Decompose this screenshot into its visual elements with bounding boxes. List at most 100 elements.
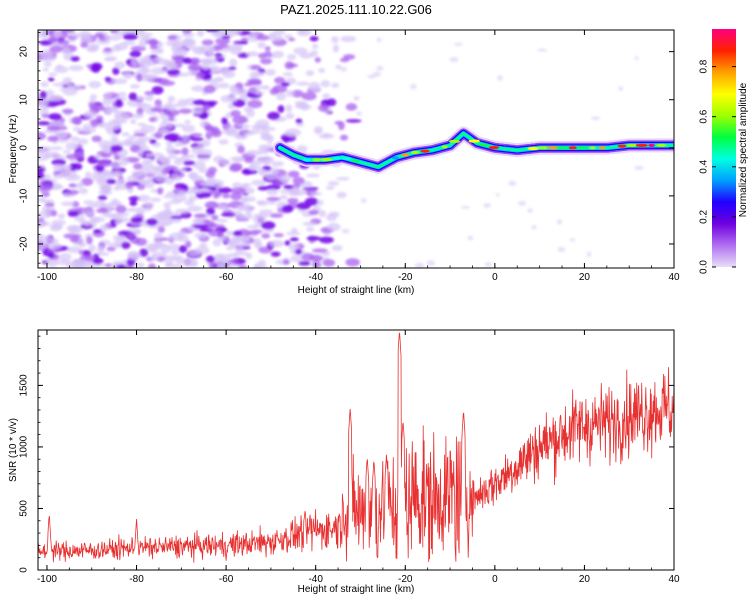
snr-y-tick-label: 500 xyxy=(19,500,30,517)
noise-blob xyxy=(38,121,51,126)
noise-blob xyxy=(154,232,163,240)
noise-blob xyxy=(176,172,185,178)
noise-blob xyxy=(40,235,52,243)
noise-blob xyxy=(205,255,215,263)
noise-blob xyxy=(125,207,141,212)
noise-blob xyxy=(260,58,273,65)
noise-blob xyxy=(62,77,73,82)
noise-blob xyxy=(168,218,182,224)
noise-blob xyxy=(174,182,186,190)
noise-blob xyxy=(251,179,267,186)
noise-blob xyxy=(218,139,229,145)
faint-blob xyxy=(517,200,527,206)
noise-blob xyxy=(136,68,153,73)
noise-blob xyxy=(130,118,137,125)
noise-blob xyxy=(306,236,321,241)
noise-blob xyxy=(222,70,230,75)
ridge-hotspot xyxy=(488,145,500,150)
noise-blob xyxy=(121,40,136,46)
noise-blob xyxy=(128,134,137,141)
faint-blob xyxy=(537,48,548,52)
noise-blob xyxy=(336,176,350,181)
noise-blob xyxy=(262,147,270,155)
noise-blob xyxy=(167,155,178,159)
noise-blob xyxy=(207,166,217,174)
noise-blob xyxy=(198,192,212,198)
noise-blob xyxy=(242,182,251,187)
noise-blob xyxy=(131,113,144,119)
noise-blob xyxy=(144,90,156,96)
noise-blob xyxy=(339,134,349,141)
noise-blob xyxy=(230,156,244,162)
noise-blob xyxy=(67,246,83,254)
noise-blob xyxy=(269,240,285,248)
ridge-hotspot xyxy=(331,156,341,160)
noise-blob xyxy=(254,91,265,96)
snr-panel: -100 -80 -60 -40 -20 0 20 40 0 500 1000 1500 Heigh… xyxy=(8,329,680,595)
spectrogram-y-label: Frequency (Hz) xyxy=(8,115,19,184)
snr-y-tick-label: 0 xyxy=(19,567,30,573)
faint-blob xyxy=(461,205,471,209)
noise-blob xyxy=(43,61,52,67)
noise-blob xyxy=(189,66,200,71)
noise-blob xyxy=(56,64,63,70)
noise-blob xyxy=(258,155,274,165)
noise-blob xyxy=(194,232,208,239)
noise-blob xyxy=(71,116,81,125)
faint-blob xyxy=(356,111,363,117)
noise-blob xyxy=(334,120,344,125)
noise-blob xyxy=(86,236,93,245)
noise-blob xyxy=(54,131,68,139)
noise-blob xyxy=(214,53,223,57)
colorbar: 0.0 0.2 0.4 0.6 0.8 Normalized spectral ampl… xyxy=(699,29,749,274)
noise-blob xyxy=(68,225,79,234)
noise-blob xyxy=(265,174,279,181)
noise-blob xyxy=(206,207,216,215)
spectrogram-y-tick-label: -10 xyxy=(19,188,30,203)
noise-blob xyxy=(293,47,308,55)
noise-blob xyxy=(112,234,126,240)
noise-blob xyxy=(310,191,323,196)
noise-blob xyxy=(47,242,62,250)
noise-blob xyxy=(60,201,75,207)
noise-blob xyxy=(181,33,196,38)
noise-blob xyxy=(112,67,120,75)
noise-blob xyxy=(252,215,267,224)
noise-blob xyxy=(86,45,99,53)
noise-blob xyxy=(49,223,62,232)
faint-blob xyxy=(367,74,377,79)
noise-blob xyxy=(104,34,111,41)
noise-blob xyxy=(221,212,236,217)
noise-blob xyxy=(166,69,181,75)
noise-blob xyxy=(192,99,207,106)
noise-blob xyxy=(53,254,60,260)
noise-blob xyxy=(202,100,218,105)
noise-blob xyxy=(296,30,312,37)
noise-blob xyxy=(112,78,128,85)
noise-blob xyxy=(267,200,277,205)
noise-blob xyxy=(261,233,271,239)
noise-blob xyxy=(353,96,360,101)
noise-blob xyxy=(78,30,92,39)
noise-blob xyxy=(62,149,71,154)
spectrogram-frame xyxy=(37,29,675,269)
noise-blob xyxy=(41,55,57,62)
noise-blob xyxy=(245,252,253,260)
noise-blob xyxy=(122,33,138,41)
noise-blob xyxy=(189,133,203,138)
noise-blob xyxy=(284,61,295,70)
noise-blob xyxy=(57,213,66,219)
noise-blob xyxy=(151,165,163,170)
noise-blob xyxy=(38,241,47,250)
noise-blob xyxy=(316,199,324,206)
faint-blob xyxy=(360,197,367,203)
noise-blob xyxy=(243,106,253,113)
noise-blob xyxy=(38,171,45,180)
colorbar-bar xyxy=(712,29,736,267)
noise-blob xyxy=(150,255,159,262)
noise-blob xyxy=(66,189,79,195)
noise-blob xyxy=(133,230,141,236)
noise-blob xyxy=(184,120,191,125)
spectrogram-x-label: Height of straight line (km) xyxy=(298,285,415,296)
noise-blob xyxy=(97,195,108,201)
